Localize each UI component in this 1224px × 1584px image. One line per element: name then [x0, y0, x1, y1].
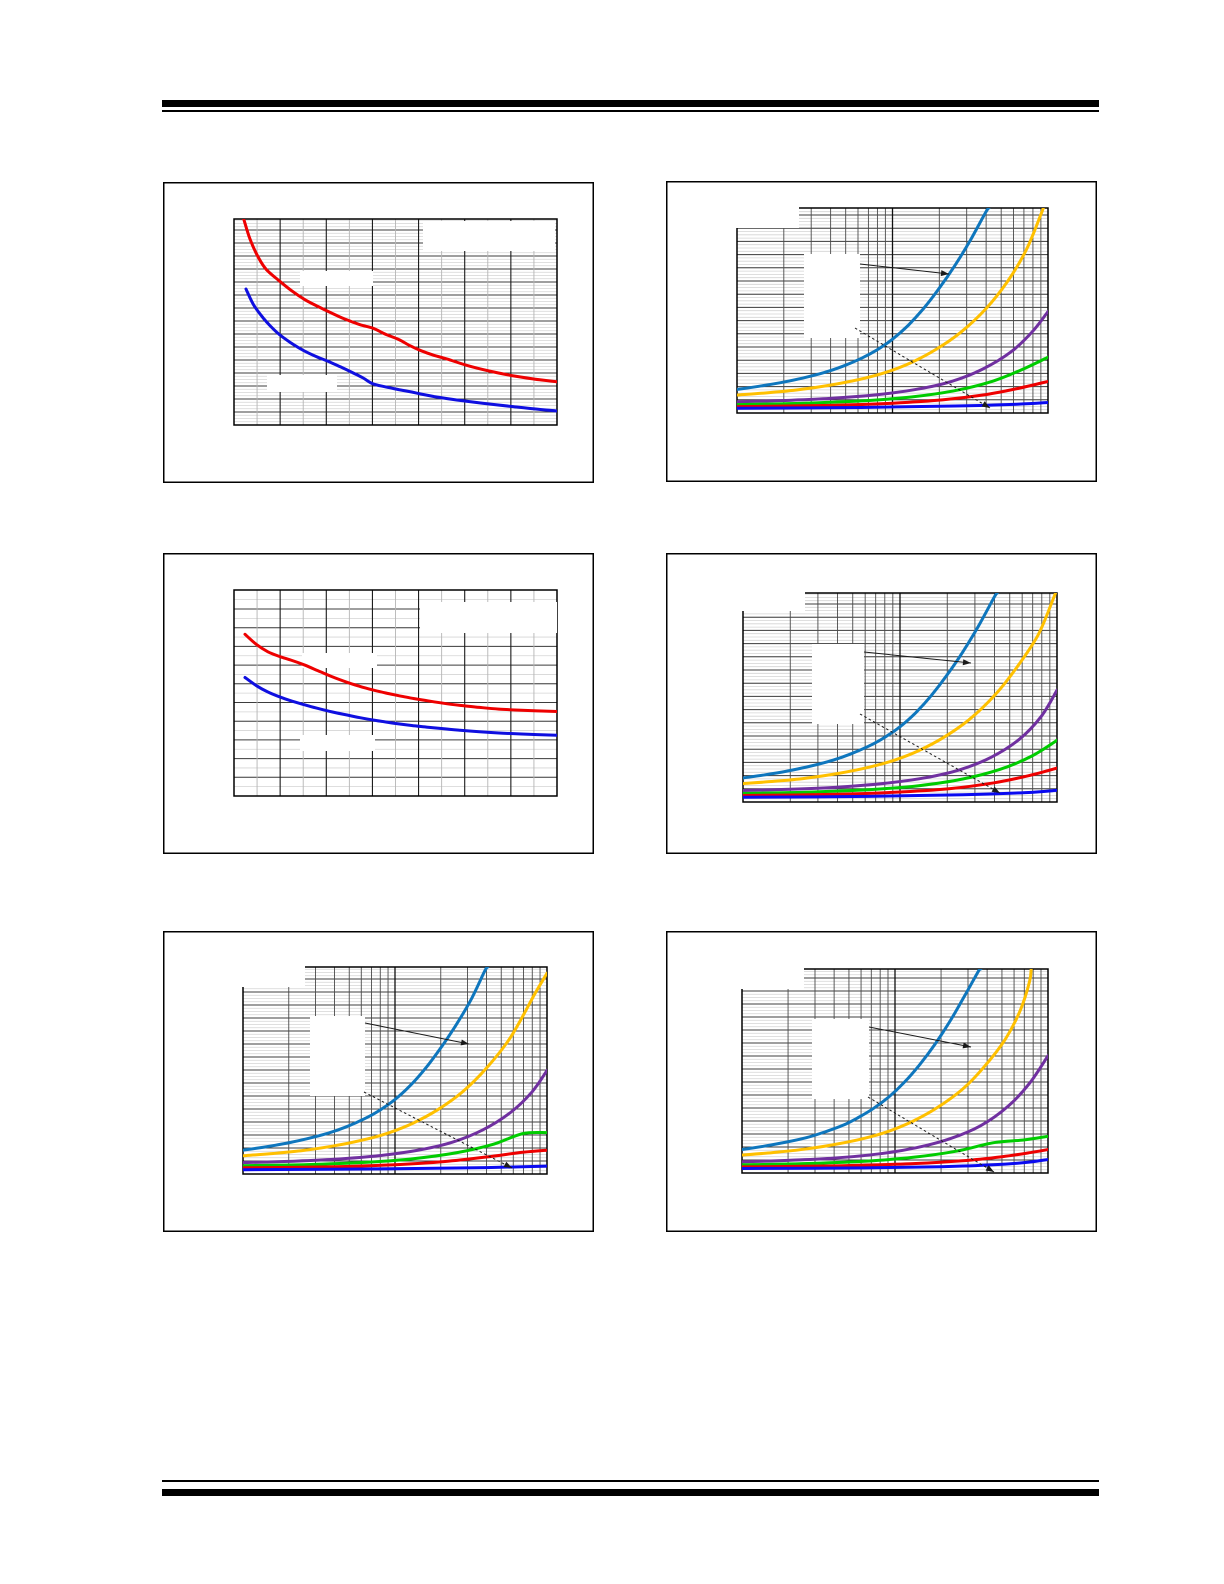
red-curve [243, 1148, 547, 1170]
figure-border [163, 931, 594, 1232]
series-group [742, 969, 1048, 1170]
blue-curve [244, 287, 557, 413]
red-curve [743, 766, 1057, 797]
chart-2-top-right [666, 181, 1097, 482]
callout-placeholder [310, 1016, 365, 1096]
blue-curve [243, 676, 557, 737]
label-placeholder [302, 653, 377, 668]
red-curve [243, 632, 557, 713]
plot-border [741, 968, 1049, 1174]
figure-border [163, 553, 594, 854]
green-curve [742, 1134, 1048, 1167]
green-curve [743, 738, 1057, 795]
orange-curve [737, 208, 1045, 397]
callout-arrow [363, 1091, 513, 1169]
red-curve [242, 219, 557, 384]
callout-arrow [859, 263, 950, 277]
chart-6-bottom-right [666, 931, 1097, 1232]
chart-4-mid-right-svg [666, 553, 1097, 854]
bottom-rule-thin [162, 1480, 1099, 1482]
blue-curve [743, 788, 1057, 799]
purple-curve [742, 1054, 1048, 1164]
legend-placeholder [423, 221, 555, 251]
callout-arrow [854, 327, 991, 409]
series-group [243, 632, 557, 737]
callout-arrow [859, 713, 1001, 794]
orange-curve [743, 593, 1057, 786]
bottom-rule-thick [162, 1489, 1099, 1496]
chart-5-bottom-left [163, 931, 594, 1232]
series-group [242, 219, 557, 413]
blue-curve [243, 1164, 547, 1172]
callout-arrow [863, 651, 972, 666]
blue-curve [742, 1158, 1048, 1170]
chart-3-mid-left-svg [163, 553, 594, 854]
cyan-curve [737, 208, 991, 391]
chart-2-top-right-svg [666, 181, 1097, 482]
purple-curve [243, 1069, 547, 1165]
legend-placeholder [420, 602, 557, 633]
callout-placeholder [804, 254, 860, 338]
legend-placeholder [735, 206, 799, 228]
label-placeholder [300, 271, 373, 286]
callout-placeholder [812, 1019, 869, 1099]
label-placeholder [300, 735, 375, 751]
chart-3-mid-left [163, 553, 594, 854]
series-group [737, 208, 1048, 410]
red-curve [742, 1148, 1048, 1169]
legend-placeholder [740, 967, 804, 989]
label-placeholder [267, 375, 337, 392]
callout-arrow [868, 1026, 972, 1049]
legend-placeholder [741, 591, 805, 611]
green-curve [737, 355, 1048, 407]
plot-border [233, 218, 558, 426]
top-rule-thick [162, 100, 1099, 107]
legend-placeholder [241, 965, 305, 987]
purple-curve [737, 310, 1048, 404]
chart-1-top-left [163, 182, 594, 483]
chart-4-mid-right [666, 553, 1097, 854]
figure-border [666, 553, 1097, 854]
blue-curve [737, 401, 1048, 410]
plot-border [742, 592, 1058, 803]
callout-arrow [867, 1096, 995, 1173]
callout-arrow [364, 1022, 470, 1046]
purple-curve [743, 688, 1057, 792]
cyan-curve [742, 969, 983, 1151]
orange-curve [742, 969, 1033, 1157]
cyan-curve [243, 967, 490, 1152]
grid [234, 590, 557, 796]
callout-placeholder [812, 644, 864, 724]
plot-border [233, 589, 558, 797]
orange-curve [243, 971, 547, 1158]
chart-5-bottom-left-svg [163, 931, 594, 1232]
chart-6-bottom-right-svg [666, 931, 1097, 1232]
red-curve [737, 379, 1048, 409]
top-rule-thin [162, 110, 1099, 112]
series-group [243, 967, 547, 1172]
green-curve [243, 1130, 547, 1168]
chart-1-top-left-svg [163, 182, 594, 483]
